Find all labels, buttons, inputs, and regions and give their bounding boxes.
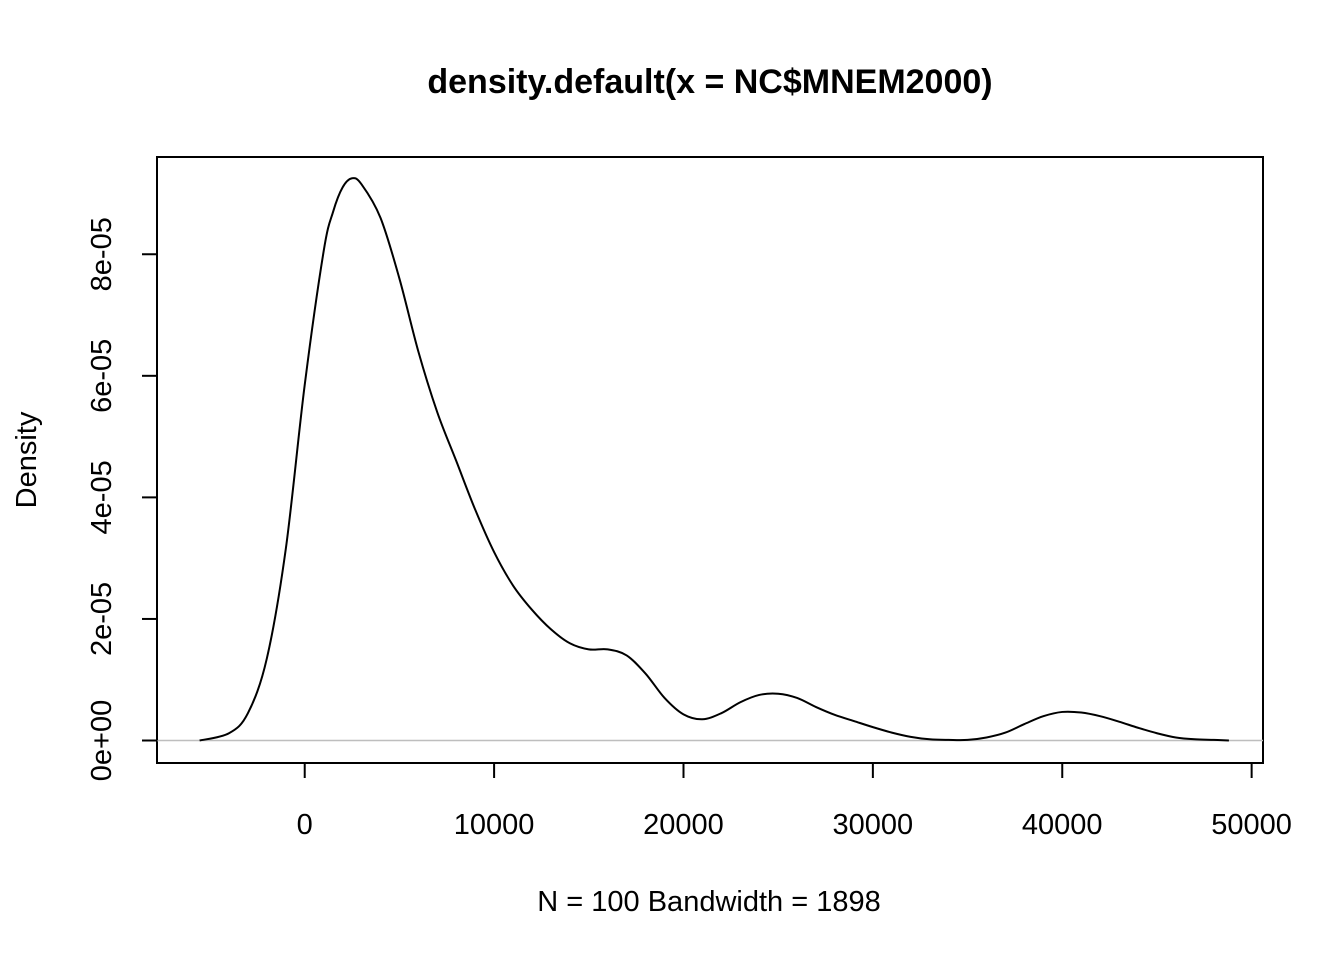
x-tick-label: 30000 — [833, 809, 914, 841]
chart-title: density.default(x = NC$MNEM2000) — [427, 63, 992, 101]
y-tick-label: 0e+00 — [86, 700, 118, 781]
y-tick-label: 2e-05 — [86, 582, 118, 656]
x-tick-label: 20000 — [643, 809, 724, 841]
x-tick-label: 10000 — [454, 809, 535, 841]
x-tick-label: 0 — [297, 809, 313, 841]
y-tick-label: 6e-05 — [86, 339, 118, 413]
x-axis-label: N = 100 Bandwidth = 1898 — [537, 886, 880, 918]
density-curve — [199, 177, 1229, 742]
y-axis-label: Density — [11, 411, 43, 508]
y-tick-label: 8e-05 — [86, 217, 118, 291]
y-axis: 0e+00 2e-05 4e-05 6e-05 8e-05 — [86, 217, 158, 781]
y-tick-label: 4e-05 — [86, 460, 118, 534]
x-axis: 0 10000 20000 30000 40000 50000 — [297, 762, 1292, 841]
plot-frame — [156, 156, 1264, 764]
x-tick-label: 40000 — [1022, 809, 1103, 841]
x-tick-label: 50000 — [1211, 809, 1292, 841]
